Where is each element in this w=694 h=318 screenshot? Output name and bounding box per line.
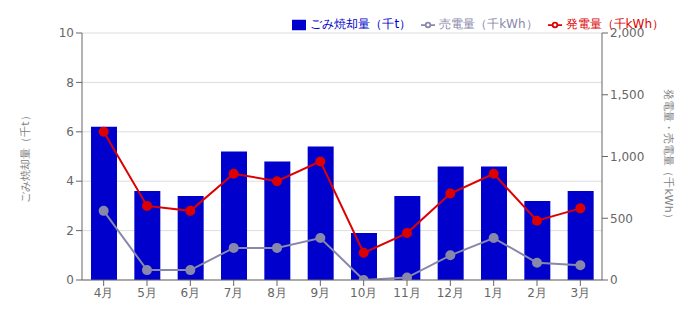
svg-text:4月: 4月	[94, 286, 114, 300]
svg-text:10: 10	[59, 26, 74, 40]
svg-text:12月: 12月	[437, 286, 464, 300]
svg-text:11月: 11月	[393, 286, 420, 300]
svg-text:2月: 2月	[527, 286, 547, 300]
svg-text:5月: 5月	[137, 286, 157, 300]
svg-text:3月: 3月	[571, 286, 591, 300]
svg-text:8月: 8月	[267, 286, 287, 300]
svg-text:2,000: 2,000	[610, 26, 644, 40]
svg-text:1,000: 1,000	[610, 150, 644, 164]
svg-text:7月: 7月	[224, 286, 244, 300]
svg-text:1月: 1月	[484, 286, 504, 300]
svg-text:0: 0	[66, 273, 74, 287]
svg-text:8: 8	[66, 76, 74, 90]
svg-text:2: 2	[66, 224, 74, 238]
svg-text:9月: 9月	[311, 286, 331, 300]
svg-text:6月: 6月	[181, 286, 201, 300]
svg-text:4: 4	[66, 174, 74, 188]
svg-text:1,500: 1,500	[610, 88, 644, 102]
svg-text:500: 500	[610, 212, 633, 226]
svg-text:ごみ焼却量（千t）: ごみ焼却量（千t）	[19, 110, 32, 202]
svg-text:10月: 10月	[350, 286, 377, 300]
svg-text:発電量・売電量（千kWh）: 発電量・売電量（千kWh）	[662, 89, 675, 223]
svg-text:0: 0	[610, 273, 618, 287]
svg-text:6: 6	[66, 125, 74, 139]
